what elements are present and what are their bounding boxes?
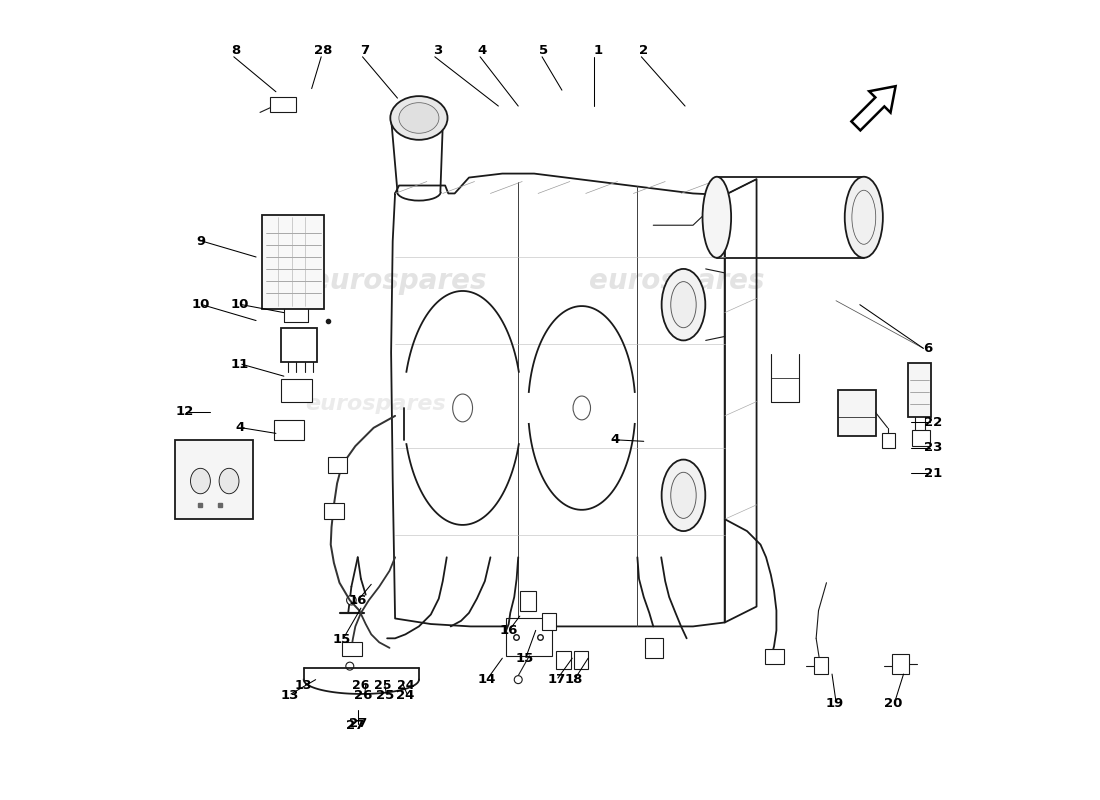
Bar — [274, 420, 304, 440]
Text: 10: 10 — [231, 298, 250, 311]
Text: 8: 8 — [232, 44, 241, 57]
Ellipse shape — [661, 459, 705, 531]
Bar — [342, 642, 362, 656]
Bar — [646, 638, 663, 658]
FancyArrow shape — [851, 86, 895, 130]
Bar — [282, 379, 311, 402]
Bar — [882, 434, 894, 448]
Text: 5: 5 — [539, 44, 548, 57]
Bar — [837, 390, 876, 436]
Text: 26: 26 — [354, 689, 373, 702]
Bar — [282, 329, 317, 362]
Text: 13: 13 — [295, 679, 312, 692]
Text: 10: 10 — [191, 298, 210, 311]
Bar — [506, 618, 552, 656]
Text: 1: 1 — [593, 44, 602, 57]
Bar — [764, 650, 784, 664]
Bar — [557, 651, 571, 669]
Text: 25: 25 — [374, 679, 392, 692]
Ellipse shape — [345, 662, 354, 670]
Text: 16: 16 — [499, 624, 518, 637]
Ellipse shape — [845, 177, 883, 258]
Text: 20: 20 — [884, 697, 902, 710]
Ellipse shape — [453, 394, 473, 422]
Text: eurospares: eurospares — [305, 394, 446, 414]
Bar — [520, 590, 536, 610]
Text: 28: 28 — [315, 44, 333, 57]
Bar — [814, 657, 828, 674]
Ellipse shape — [399, 102, 439, 134]
Text: 23: 23 — [924, 441, 942, 454]
Text: 2: 2 — [639, 44, 648, 57]
Text: 24: 24 — [396, 689, 415, 702]
Bar — [263, 215, 324, 309]
Text: 4: 4 — [610, 434, 619, 446]
Text: 19: 19 — [825, 697, 844, 710]
Text: 17: 17 — [547, 673, 565, 686]
Bar — [542, 613, 557, 630]
Text: 24: 24 — [397, 679, 415, 692]
Bar — [271, 97, 296, 113]
Ellipse shape — [219, 468, 239, 494]
Text: 15: 15 — [332, 634, 351, 646]
Text: 18: 18 — [564, 673, 583, 686]
Text: 15: 15 — [516, 652, 534, 665]
Bar — [908, 363, 932, 418]
Text: 9: 9 — [196, 234, 205, 248]
Bar — [892, 654, 909, 674]
Text: 4: 4 — [477, 44, 487, 57]
Ellipse shape — [390, 96, 448, 140]
Ellipse shape — [851, 190, 876, 244]
Text: 26: 26 — [352, 679, 370, 692]
Text: 7: 7 — [361, 44, 370, 57]
Ellipse shape — [671, 472, 696, 518]
Text: 16: 16 — [349, 594, 367, 606]
Bar — [328, 457, 348, 473]
Text: 14: 14 — [477, 673, 496, 686]
Bar — [574, 651, 589, 669]
Text: 22: 22 — [924, 416, 942, 429]
Text: 4: 4 — [235, 422, 245, 434]
Ellipse shape — [671, 282, 696, 328]
Ellipse shape — [515, 676, 522, 684]
Text: 25: 25 — [375, 689, 394, 702]
Text: eurospares: eurospares — [311, 267, 487, 295]
Ellipse shape — [661, 269, 705, 341]
Ellipse shape — [573, 396, 591, 420]
Text: 21: 21 — [924, 466, 942, 479]
Text: 6: 6 — [923, 342, 932, 355]
Bar — [912, 430, 930, 446]
Bar — [324, 503, 344, 519]
Text: 3: 3 — [432, 44, 442, 57]
Ellipse shape — [346, 595, 356, 605]
Bar — [175, 440, 253, 519]
Text: 27: 27 — [349, 717, 367, 730]
Ellipse shape — [190, 468, 210, 494]
Ellipse shape — [703, 177, 732, 258]
Text: 13: 13 — [280, 689, 298, 702]
Text: 11: 11 — [231, 358, 250, 370]
Text: eurospares: eurospares — [590, 267, 764, 295]
Text: 27: 27 — [346, 719, 364, 732]
Text: 12: 12 — [175, 406, 194, 418]
